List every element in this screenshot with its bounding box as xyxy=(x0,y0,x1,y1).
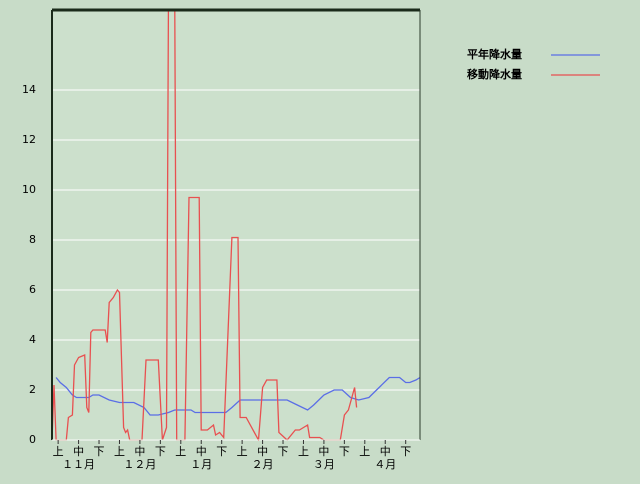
x-tick-label: 中 xyxy=(318,445,329,458)
x-tick-label: 中 xyxy=(134,445,145,458)
y-tick-label: 2 xyxy=(29,383,36,396)
month-label: ２月 xyxy=(252,458,274,471)
x-tick-label: 上 xyxy=(53,445,64,458)
month-label: １２月 xyxy=(123,458,156,471)
x-tick-label: 上 xyxy=(175,445,186,458)
x-tick-label: 上 xyxy=(114,445,125,458)
x-tick-label: 下 xyxy=(400,445,411,458)
x-tick-label: 中 xyxy=(73,445,84,458)
plot-area xyxy=(52,10,420,440)
month-label: ４月 xyxy=(374,458,396,471)
y-tick-label: 6 xyxy=(29,283,36,296)
y-tick-label: 0 xyxy=(29,433,36,446)
x-tick-label: 上 xyxy=(359,445,370,458)
x-tick-label: 上 xyxy=(298,445,309,458)
y-tick-label: 10 xyxy=(22,183,36,196)
month-label: １１月 xyxy=(62,458,95,471)
y-tick-label: 14 xyxy=(22,83,36,96)
x-tick-label: 上 xyxy=(237,445,248,458)
x-tick-label: 下 xyxy=(216,445,227,458)
x-tick-label: 下 xyxy=(94,445,105,458)
x-tick-label: 下 xyxy=(339,445,350,458)
x-tick-label: 中 xyxy=(257,445,268,458)
x-tick-label: 中 xyxy=(380,445,391,458)
y-tick-label: 12 xyxy=(22,133,36,146)
y-tick-label: 8 xyxy=(29,233,36,246)
month-label: ３月 xyxy=(313,458,335,471)
data-line xyxy=(55,376,420,416)
legend-label: 移動降水量 xyxy=(467,67,522,81)
x-tick-label: 下 xyxy=(155,445,166,458)
legend-label: 平年降水量 xyxy=(467,47,522,61)
x-tick-label: 中 xyxy=(196,445,207,458)
x-tick-label: 下 xyxy=(278,445,289,458)
month-label: １月 xyxy=(190,458,212,471)
y-tick-label: 4 xyxy=(29,333,36,346)
